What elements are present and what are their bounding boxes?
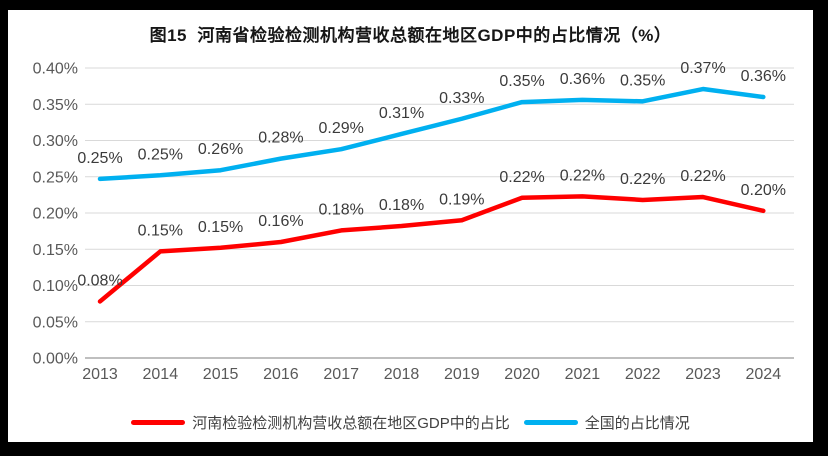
x-tick-label: 2013 [82,366,118,383]
y-tick-label: 0.25% [33,169,78,186]
data-label-national: 0.28% [258,130,303,147]
x-tick-label: 2016 [263,366,299,383]
data-label-henan: 0.22% [560,167,605,184]
data-label-henan: 0.15% [198,219,243,236]
x-tick-label: 2017 [323,366,359,383]
data-label-national: 0.35% [620,72,665,89]
legend-item-henan: 河南检验检测机构营收总额在地区GDP中的占比 [131,412,510,433]
red-line-swatch-icon [131,419,186,425]
data-label-national: 0.33% [439,90,484,107]
chart-title: 图15 河南省检验检测机构营收总额在地区GDP中的占比情况（%） [149,26,672,45]
data-label-national: 0.36% [560,71,605,88]
y-tick-label: 0.05% [33,314,78,331]
data-label-henan: 0.20% [741,182,786,199]
x-tick-label: 2024 [746,366,782,383]
data-label-henan: 0.16% [258,213,303,230]
data-label-henan: 0.22% [499,169,544,186]
x-tick-label: 2023 [685,366,721,383]
data-label-national: 0.25% [138,146,183,163]
legend-item-national: 全国的占比情况 [523,412,690,433]
data-label-national: 0.31% [379,105,424,122]
data-label-national: 0.37% [680,60,725,77]
y-tick-label: 0.40% [33,61,78,78]
chart-card: 0.40% 0.35% 0.30% 0.25% 0.20% 0.15% 0.10% 0.05%… [8,10,813,442]
data-label-henan: 0.22% [620,171,665,188]
x-tick-label: 2018 [384,366,420,383]
legend-label-national: 全国的占比情况 [584,414,690,432]
x-tick-label: 2021 [565,366,601,383]
x-tick-label: 2019 [444,366,480,383]
legend-label-henan: 河南检验检测机构营收总额在地区GDP中的占比 [192,414,510,432]
data-label-henan: 0.18% [319,201,364,218]
x-tick-label: 2015 [203,366,239,383]
series-line-henan [97,194,766,304]
data-label-national: 0.36% [741,68,786,85]
data-label-henan: 0.18% [379,197,424,214]
blue-line-swatch-icon [523,419,578,425]
chart-legend: 河南检验检测机构营收总额在地区GDP中的占比 全国的占比情况 [8,411,813,433]
y-tick-label: 0.30% [33,133,78,150]
x-tick-label: 2014 [143,366,179,383]
x-tick-label: 2020 [504,366,540,383]
data-label-henan: 0.15% [138,222,183,239]
data-label-national: 0.26% [198,141,243,158]
data-label-henan: 0.19% [439,191,484,208]
y-tick-label: 0.10% [33,278,78,295]
line-chart-plot: 0.40%0.35%0.30%0.25%0.20%0.15%0.10%0.05%… [33,60,794,383]
y-tick-label: 0.20% [33,206,78,223]
data-label-national: 0.25% [77,150,122,167]
y-tick-label: 0.00% [33,351,78,368]
data-label-henan: 0.22% [680,168,725,185]
data-label-national: 0.29% [319,120,364,137]
x-tick-label: 2022 [625,366,661,383]
data-label-henan: 0.08% [77,272,122,289]
y-tick-label: 0.15% [33,242,78,259]
data-label-national: 0.35% [499,73,544,90]
series-line-national [97,86,766,182]
y-tick-label: 0.35% [33,97,78,114]
